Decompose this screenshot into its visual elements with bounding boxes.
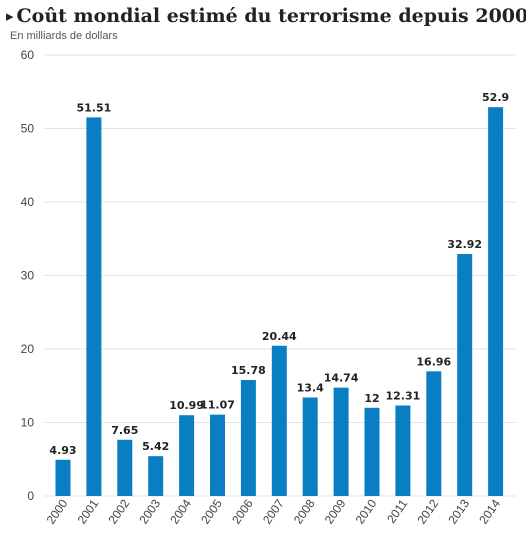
y-axis-ticks: 0 10 20 30 40 50 60 <box>21 48 35 503</box>
data-label: 11.07 <box>200 399 235 412</box>
x-tick-label: 2014 <box>476 496 503 526</box>
data-label: 16.96 <box>416 355 451 368</box>
x-tick-label: 2004 <box>167 496 194 526</box>
data-label: 32.92 <box>447 238 482 251</box>
x-tick-label: 2010 <box>353 496 380 526</box>
bar <box>148 456 164 496</box>
bar <box>426 371 442 496</box>
x-tick-label: 2012 <box>414 496 441 526</box>
y-tick-label: 10 <box>21 416 35 430</box>
x-tick-label: 2013 <box>445 496 472 526</box>
bar <box>117 439 133 496</box>
bar <box>488 107 504 496</box>
chart-title-text: Coût mondial estimé du terrorisme depuis… <box>16 5 526 27</box>
bar <box>364 407 380 496</box>
x-axis-ticks: 2000 2001 2002 2003 2004 2005 2006 2007 2008 2009… <box>44 496 504 526</box>
x-tick-label: 2000 <box>44 496 71 526</box>
bars <box>55 107 504 497</box>
x-tick-label: 2003 <box>136 496 163 526</box>
x-tick-label: 2006 <box>229 496 256 526</box>
triangle-marker-icon: ▸ <box>6 7 14 25</box>
bar <box>179 415 195 496</box>
chart-subtitle: En milliards de dollars <box>10 30 118 42</box>
x-tick-label: 2007 <box>260 496 287 526</box>
y-tick-label: 0 <box>27 489 34 503</box>
y-tick-label: 30 <box>21 269 35 283</box>
y-tick-label: 60 <box>21 48 35 62</box>
chart-title: ▸ Coût mondial estimé du terrorisme depui… <box>6 5 526 27</box>
bar <box>240 380 256 496</box>
bar <box>271 345 287 496</box>
x-tick-label: 2001 <box>75 496 102 526</box>
bar <box>302 397 318 496</box>
bar <box>457 254 473 496</box>
y-tick-label: 50 <box>21 122 35 136</box>
data-label: 51.51 <box>77 101 112 114</box>
bar <box>86 117 102 497</box>
data-label: 14.74 <box>324 372 359 385</box>
data-label: 7.65 <box>111 424 138 437</box>
bar <box>395 405 411 496</box>
data-label: 13.4 <box>297 382 324 395</box>
bar <box>210 414 225 496</box>
data-label: 12 <box>364 392 379 405</box>
data-label: 20.44 <box>262 330 297 343</box>
data-label: 5.42 <box>142 440 169 453</box>
y-tick-label: 20 <box>21 342 35 356</box>
x-tick-label: 2008 <box>291 496 318 526</box>
x-tick-label: 2009 <box>322 496 349 526</box>
data-label: 10.99 <box>169 399 204 412</box>
x-tick-label: 2005 <box>198 496 225 526</box>
x-tick-label: 2011 <box>384 496 410 525</box>
bar <box>55 459 71 496</box>
x-tick-label: 2002 <box>105 496 132 526</box>
data-label: 15.78 <box>231 364 266 377</box>
bar <box>333 387 349 496</box>
y-tick-label: 40 <box>21 195 35 209</box>
data-label: 52.9 <box>482 91 509 104</box>
data-label: 12.31 <box>386 390 421 403</box>
data-label: 4.93 <box>49 444 76 457</box>
